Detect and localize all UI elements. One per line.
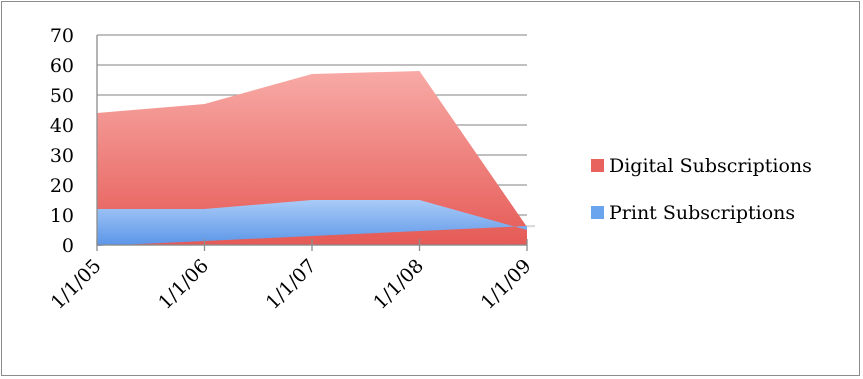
y-tick-label: 60 bbox=[50, 55, 74, 77]
x-tick-label: 1/1/07 bbox=[262, 255, 321, 314]
series-area-print-subscriptions bbox=[97, 200, 527, 246]
y-tick-label: 20 bbox=[50, 175, 74, 197]
y-tick-label: 50 bbox=[50, 85, 74, 107]
y-tick-label: 10 bbox=[50, 205, 74, 227]
y-tick-label: 30 bbox=[50, 145, 74, 167]
x-tick-label: 1/1/05 bbox=[47, 255, 106, 314]
areas bbox=[97, 71, 535, 246]
legend-swatch bbox=[591, 159, 604, 172]
legend-label: Digital Subscriptions bbox=[609, 155, 812, 177]
y-tick-label: 0 bbox=[62, 235, 74, 257]
legend-label: Print Subscriptions bbox=[609, 202, 795, 224]
legend-swatch bbox=[591, 206, 604, 219]
x-tick-label: 1/1/06 bbox=[154, 255, 213, 314]
y-tick-label: 40 bbox=[50, 115, 74, 137]
y-tick-label: 70 bbox=[50, 25, 74, 47]
x-tick-label: 1/1/08 bbox=[369, 255, 428, 314]
legend: Digital Subscriptions Print Subscriptions bbox=[591, 155, 812, 224]
x-tick-label: 1/1/09 bbox=[477, 255, 536, 314]
